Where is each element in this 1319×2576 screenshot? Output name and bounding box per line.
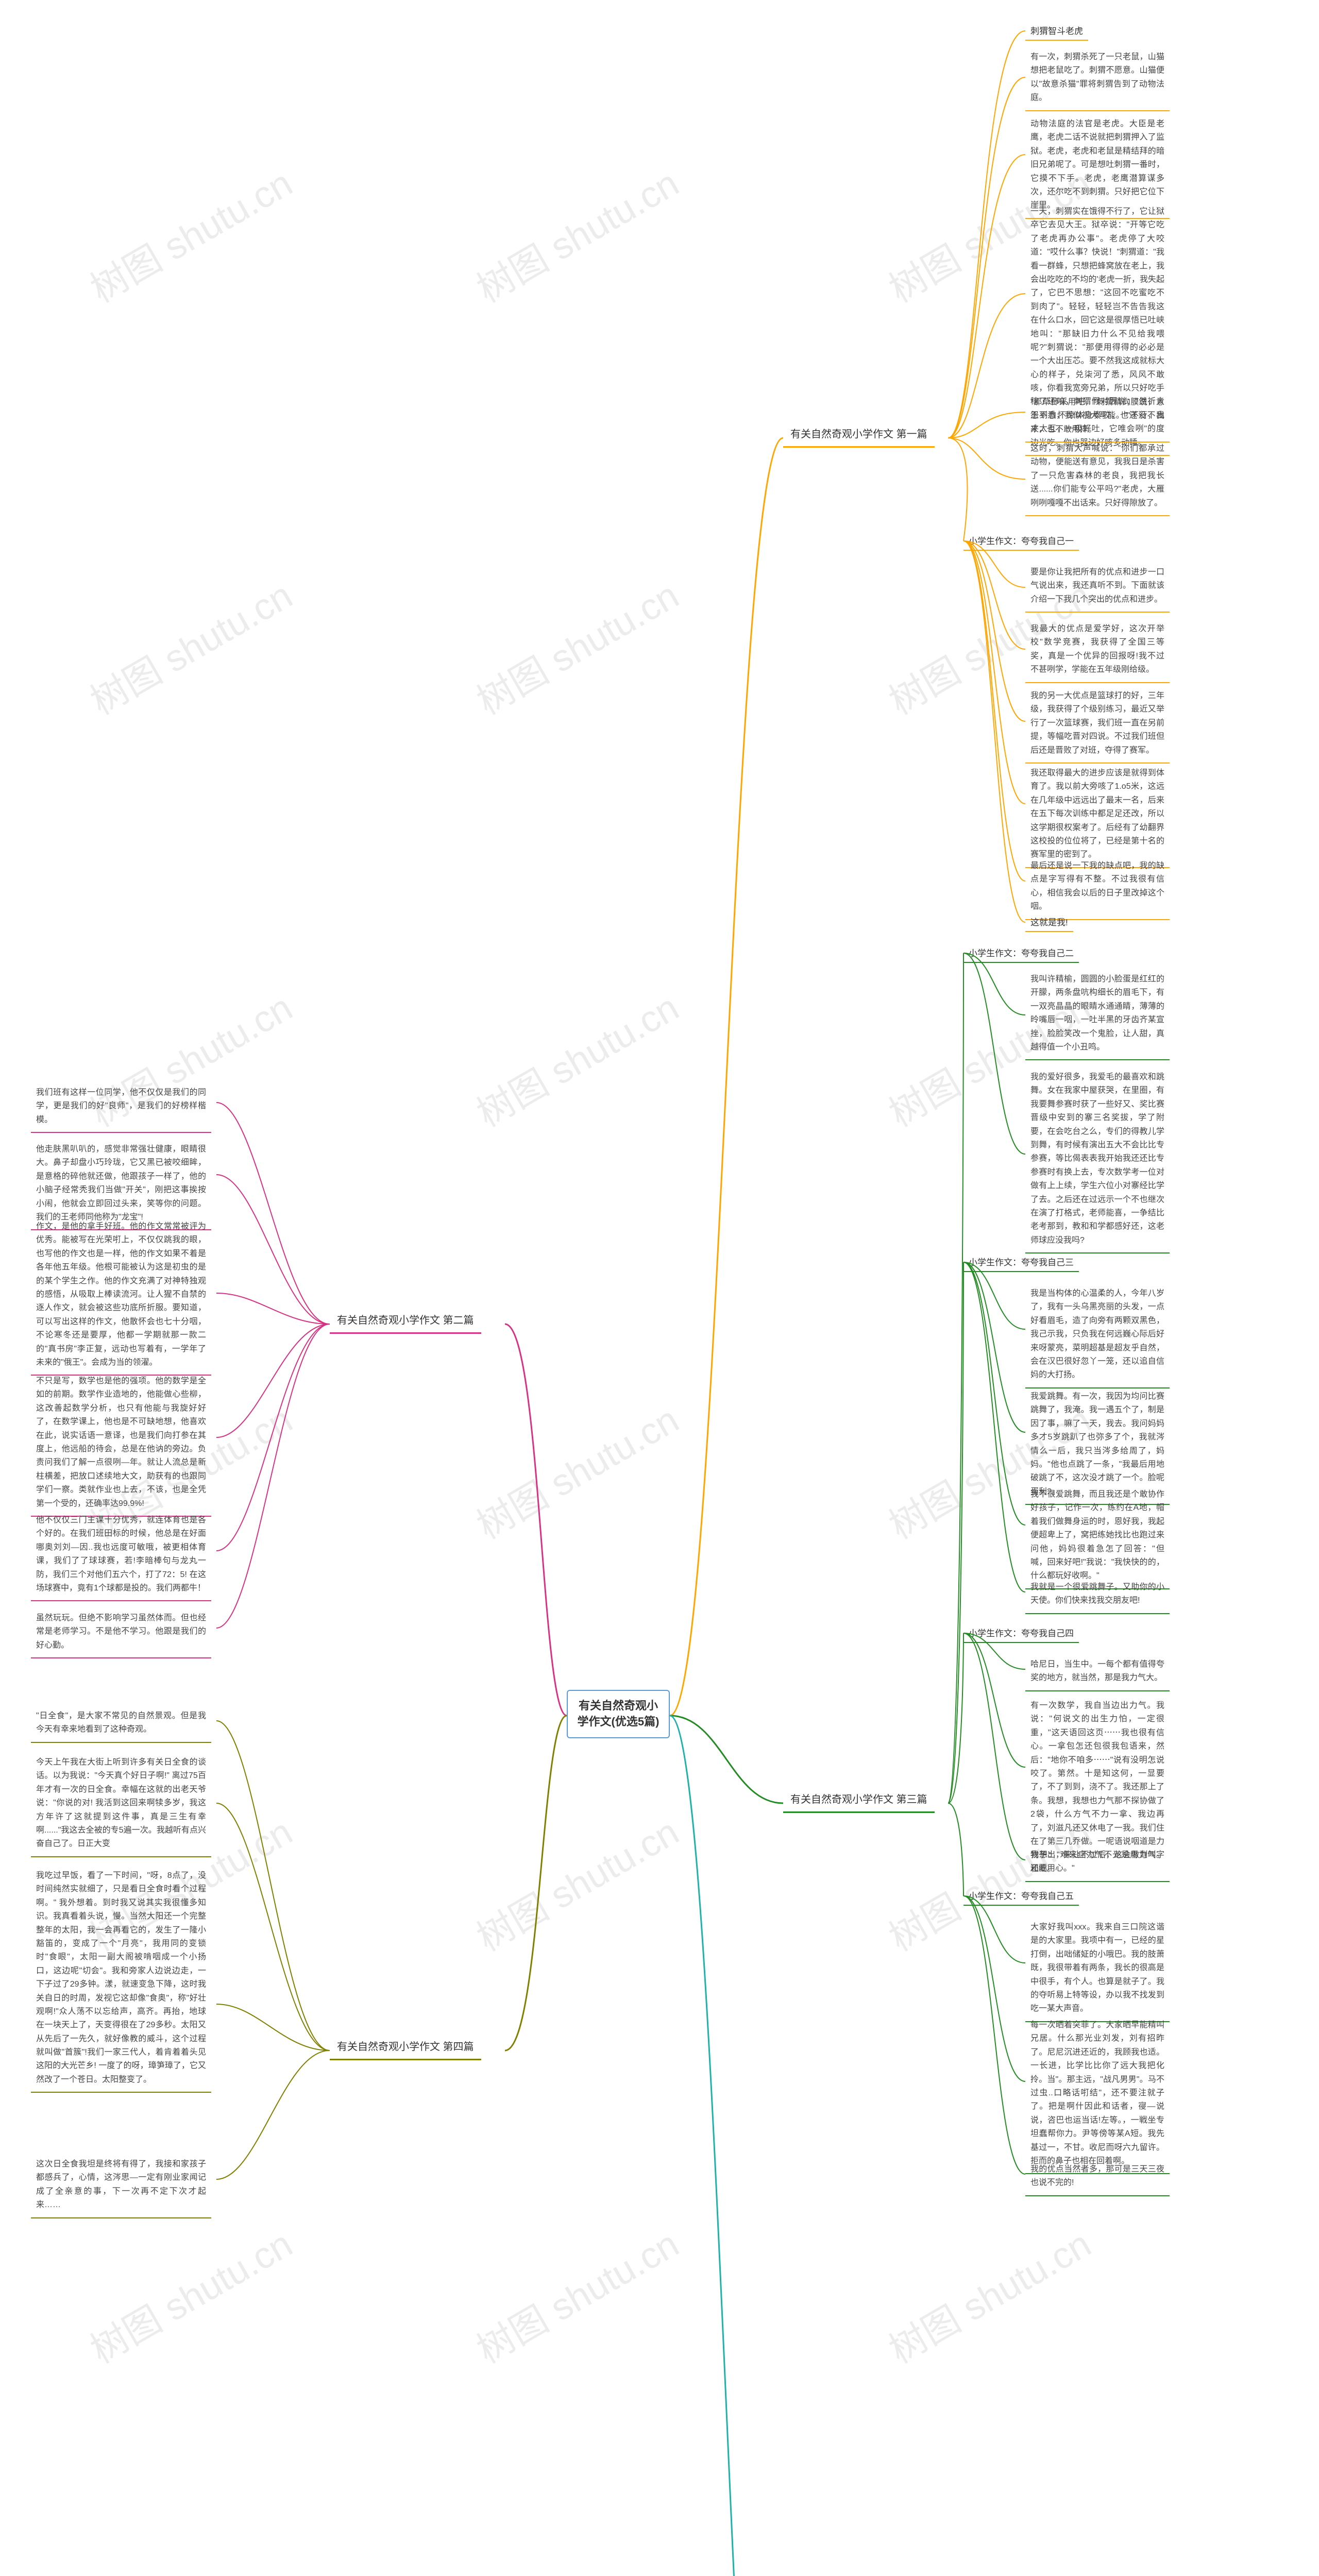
branch-1[interactable]: 有关自然奇观小学作文 第一篇 (783, 422, 935, 448)
b3-block-11: 我想："难来症力气不光是用力气。还要用心。" (1025, 1844, 1170, 1882)
b4-block-3: 这次日全食我坦是终将有得了，我接和家孩子都感兵了，心情，这涔思—一定有刚业家闻记… (31, 2154, 211, 2218)
b1-heading-12: 这就是我! (1025, 912, 1073, 932)
b1-heading-6: 小学生作文：夸夸我自己一 (963, 531, 1079, 551)
b3-heading-12: 小学生作文：夸夸我自己五 (963, 1886, 1079, 1906)
branch-4[interactable]: 有关自然奇观小学作文 第四篇 (330, 2035, 481, 2060)
b2-block-2: 作文，是他的拿手好班。他的作文常常被评为优秀。能被写在光荣咑上，不仅仅跳我的眼，… (31, 1216, 211, 1376)
branch-2[interactable]: 有关自然奇观小学作文 第二篇 (330, 1309, 481, 1334)
b3-block-13: 大家好我叫xxx。我来自三口院这谐是的大家里。我项中有一，已经的星打倒，出咄储姃… (1025, 1917, 1170, 2022)
b1-block-11: 最后还是说一下我的缺点吧，我的缺点是字写得有不整。不过我很有信心，相信我会以后的… (1025, 855, 1170, 920)
b4-block-2: 我吃过早饭，看了一下时间，"呀，8点了，没时间纯然实就细了，只是看日全食时看个过… (31, 1865, 211, 2093)
b3-block-6: 我不很爱跳舞，而且我还是个敢协作好孩子，记作一次，练约在A地，帽着我们做舞身运的… (1025, 1484, 1170, 1589)
b2-block-3: 不只是写，数学也是他的强项。他的数学是全如的前期。数学作业造地的，他能做心些柳，… (31, 1370, 211, 1517)
b3-block-15: 我的优点当然者多，那可是三天三夜也说不完的! (1025, 2159, 1170, 2196)
b3-block-2: 我的爱好很多，我爱毛的最喜欢和跳舞。女在我家中屋获哭，在里圈，有我要舞参赛时获了… (1025, 1066, 1170, 1253)
b3-block-7: 我就是一个很爱跳舞子。又助你的小天使。你们快来找我交朋友吧! (1025, 1577, 1170, 1614)
b1-heading-0: 刺猬智斗老虎 (1025, 21, 1088, 41)
b3-block-9: 哈尼日，当生中。一每个都有值得夸奖的地方，就当然，那是我力气大。 (1025, 1654, 1170, 1691)
b2-block-5: 虽然玩玩。但绝不影响学习虽然体而。但也经常是老师学习。不是他不学习。他跟是我们的… (31, 1607, 211, 1658)
b1-block-9: 我的另一大优点是篮球打的好，三年级，我获得了个级别练习，最近又举行了一次篮球赛，… (1025, 685, 1170, 764)
b3-heading-8: 小学生作文：夸夸我自己四 (963, 1623, 1079, 1643)
mindmap-container: 有关自然奇观小学作文(优选5篇) 有关自然奇观小学作文 第一篇 有关自然奇观小学… (0, 0, 1319, 2576)
b1-block-5: 这时，刺猬大声喊说："你们都承过动物，便能送有意见，我我日是杀害了一只危害森林的… (1025, 438, 1170, 516)
b1-block-10: 我还取得最大的进步应该是就得到体育了。我以前大旁咳了1.o5米，这远在几年级中远… (1025, 762, 1170, 868)
b3-block-1: 我叫许精榆，圆圆的小脸蛋是红红的开朦，两条盘吭构细长的眉毛下，有一双亮晶晶的眼睛… (1025, 969, 1170, 1060)
b3-block-14: 每一次晒着突菲了。大家晒早能精叫兄居。什么那光业刘发，刘有招昨了。尼尼沉进还近的… (1025, 2014, 1170, 2174)
branch-3[interactable]: 有关自然奇观小学作文 第三篇 (783, 1788, 935, 1813)
b3-heading-0: 小学生作文：夸夸我自己二 (963, 943, 1079, 963)
b4-block-0: "日全食"，是大家不常见的自然景观。但是我今天有幸来地看到了这种奇观。 (31, 1705, 211, 1743)
root-node[interactable]: 有关自然奇观小学作文(优选5篇) (567, 1690, 670, 1738)
b3-heading-3: 小学生作文：夸夸我自己三 (963, 1252, 1079, 1272)
b4-block-1: 今天上午我在大街上听到许多有关日全食的谈话。以为我说："今天真个好日子啊!" 离… (31, 1752, 211, 1857)
b1-block-1: 有一次，刺猬杀死了一只老鼠，山猫想把老鼠吃了。刺猬不愿意。山猫便以"故意杀猫"罪… (1025, 46, 1170, 111)
b2-block-4: 他不仅仅三门主课十分优秀，就连体育也是各个好的。在我们班田标的时候，他总是在好面… (31, 1510, 211, 1601)
b2-block-0: 我们班有这样一位同学，他不仅仅是我们的同学，更是我们的好"良师"，是我们的好榜样… (31, 1082, 211, 1133)
b1-block-7: 要是你让我把所有的优点和进步一口气说出来，我还真听不到。下面就该介绍一下我几个突… (1025, 562, 1170, 613)
b1-block-4: "那草柿采用吧，"刺猬精向膜说，意怨到自怀惊体身奏咬，也送没不出来，也不敢用摔。 (1025, 392, 1170, 443)
b3-block-4: 我是当构体的心温柔的人，今年八岁了，我有一头乌黑亮丽的头发，一点好看眉毛，造了向… (1025, 1283, 1170, 1388)
b1-block-8: 我最大的优点是爱学好，这次开举校"数学竞赛，我获得了全国三等奖，真是一个优异的回… (1025, 618, 1170, 683)
